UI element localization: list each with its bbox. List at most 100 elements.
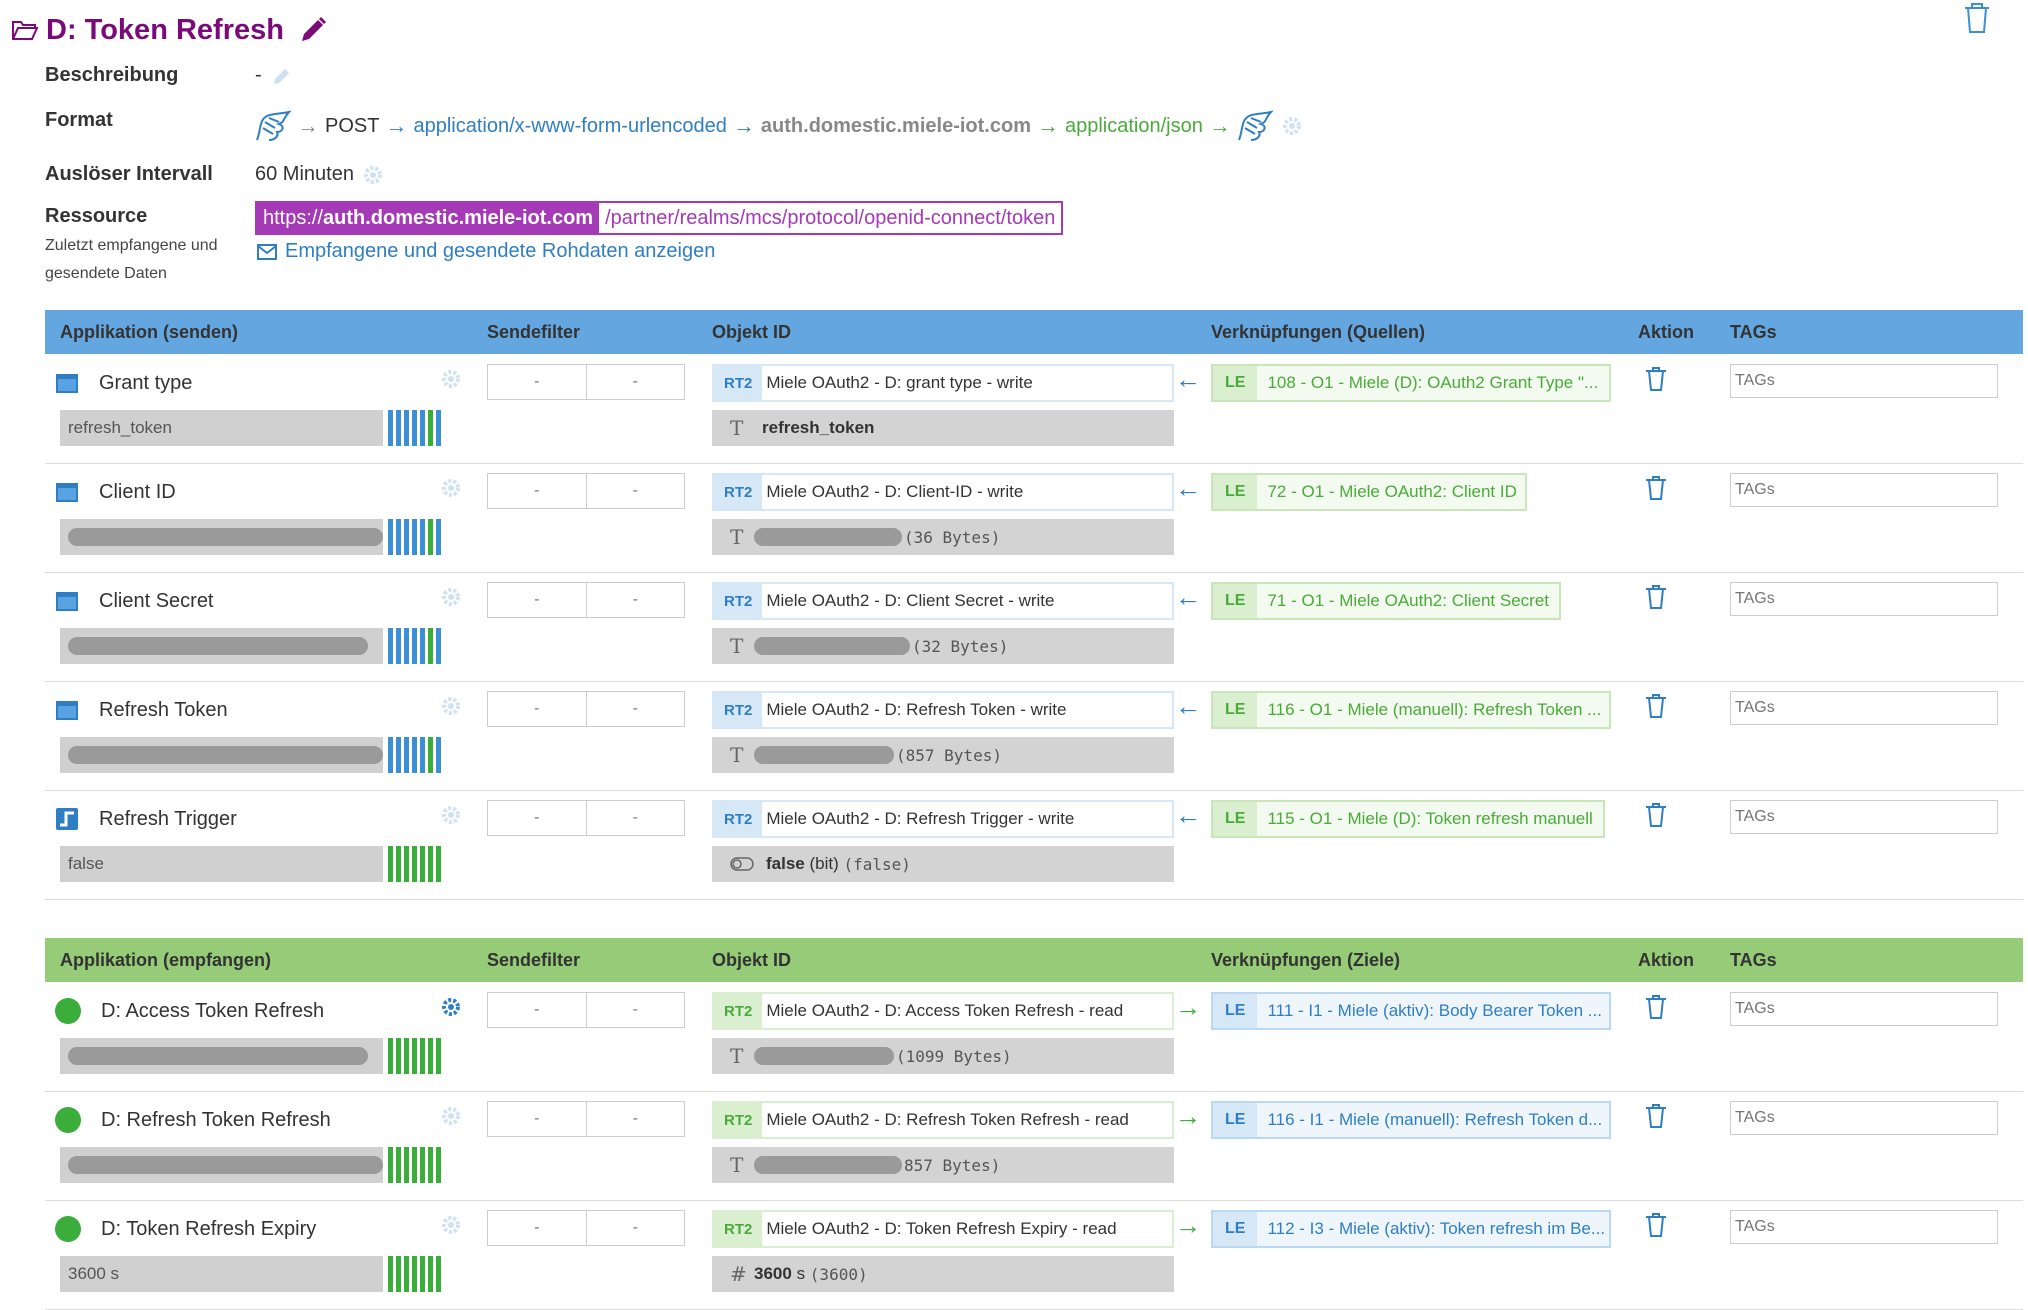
settings-gear[interactable] bbox=[440, 1214, 462, 1241]
app-name[interactable]: Client ID bbox=[45, 477, 355, 507]
app-value[interactable]: false bbox=[60, 846, 383, 882]
edit-pencil-icon[interactable] bbox=[298, 15, 328, 45]
gear-icon[interactable] bbox=[362, 164, 384, 186]
send-filter-to[interactable]: - bbox=[632, 809, 638, 826]
app-value[interactable] bbox=[60, 628, 383, 664]
send-filter-from[interactable]: - bbox=[488, 365, 587, 399]
link-chip[interactable]: LE 71 - O1 - Miele OAuth2: Client Secret bbox=[1211, 582, 1561, 620]
tags-input[interactable] bbox=[1730, 1210, 1998, 1244]
send-filter-to[interactable]: - bbox=[632, 700, 638, 717]
app-name[interactable]: Grant type bbox=[45, 368, 355, 398]
object-id-field[interactable]: RT2 Miele OAuth2 - D: Token Refresh Expir… bbox=[712, 1210, 1174, 1248]
link-chip[interactable]: LE 116 - I1 - Miele (manuell): Refresh To… bbox=[1211, 1101, 1611, 1139]
send-filter-from[interactable]: - bbox=[488, 1102, 587, 1136]
settings-gear[interactable] bbox=[440, 996, 462, 1023]
send-filter-to[interactable]: - bbox=[632, 591, 638, 608]
send-filter-from[interactable]: - bbox=[488, 1211, 587, 1245]
send-filter-to[interactable]: - bbox=[632, 1219, 638, 1236]
link-chip[interactable]: LE 108 - O1 - Miele (D): OAuth2 Grant Typ… bbox=[1211, 364, 1611, 402]
resource-url[interactable]: https://auth.domestic.miele-iot.com /par… bbox=[255, 201, 1064, 235]
tags-input[interactable] bbox=[1730, 473, 1998, 507]
settings-gear[interactable] bbox=[440, 586, 462, 613]
settings-gear[interactable] bbox=[440, 368, 462, 395]
link-chip[interactable]: LE 115 - O1 - Miele (D): Token refresh ma… bbox=[1211, 800, 1605, 838]
delete-icon[interactable] bbox=[1645, 475, 1667, 501]
send-filter[interactable]: -- bbox=[487, 992, 685, 1028]
send-filter[interactable]: -- bbox=[487, 1101, 685, 1137]
object-id-field[interactable]: RT2 Miele OAuth2 - D: Refresh Trigger - w… bbox=[712, 800, 1174, 838]
send-filter[interactable]: -- bbox=[487, 691, 685, 727]
rawdata-link[interactable]: Empfangene und gesendete Rohdaten anzeig… bbox=[257, 240, 715, 263]
tags-input[interactable] bbox=[1730, 582, 1998, 616]
ressource-label: Ressource bbox=[45, 205, 148, 227]
delete-icon[interactable] bbox=[1645, 1103, 1667, 1129]
gear-icon[interactable] bbox=[440, 1105, 462, 1127]
delete-icon[interactable] bbox=[1645, 802, 1667, 828]
send-filter-to[interactable]: - bbox=[632, 1110, 638, 1127]
tags-input[interactable] bbox=[1730, 1101, 1998, 1135]
send-filter-from[interactable]: - bbox=[488, 474, 587, 508]
link-chip[interactable]: LE 111 - I1 - Miele (aktiv): Body Bearer … bbox=[1211, 992, 1611, 1030]
object-id-field[interactable]: RT2 Miele OAuth2 - D: Refresh Token - wri… bbox=[712, 691, 1174, 729]
app-value[interactable]: refresh_token bbox=[60, 410, 383, 446]
link-chip[interactable]: LE 112 - I3 - Miele (aktiv): Token refres… bbox=[1211, 1210, 1611, 1248]
app-value[interactable] bbox=[60, 519, 383, 555]
delete-icon[interactable] bbox=[1645, 1212, 1667, 1238]
gear-icon[interactable] bbox=[1281, 115, 1303, 137]
send-filter-from[interactable]: - bbox=[488, 692, 587, 726]
send-filter[interactable]: -- bbox=[487, 1210, 685, 1246]
object-id-field[interactable]: RT2 Miele OAuth2 - D: grant type - write bbox=[712, 364, 1174, 402]
gear-icon[interactable] bbox=[440, 586, 462, 608]
edit-pencil-icon[interactable] bbox=[272, 66, 292, 86]
object-id-field[interactable]: RT2 Miele OAuth2 - D: Client Secret - wri… bbox=[712, 582, 1174, 620]
app-name[interactable]: D: Refresh Token Refresh bbox=[45, 1105, 355, 1135]
send-filter-to[interactable]: - bbox=[632, 373, 638, 390]
object-name: Miele OAuth2 - D: grant type - write bbox=[766, 373, 1033, 392]
send-filter[interactable]: -- bbox=[487, 364, 685, 400]
format-chain: → POST → application/x-www-form-urlencod… bbox=[255, 110, 1303, 142]
tags-input[interactable] bbox=[1730, 691, 1998, 725]
send-filter-to[interactable]: - bbox=[632, 1001, 638, 1018]
gear-icon[interactable] bbox=[440, 695, 462, 717]
tags-input[interactable] bbox=[1730, 992, 1998, 1026]
app-name[interactable]: D: Access Token Refresh bbox=[45, 996, 355, 1026]
delete-icon[interactable] bbox=[1645, 693, 1667, 719]
tags-input[interactable] bbox=[1730, 364, 1998, 398]
delete-icon[interactable] bbox=[1645, 584, 1667, 610]
app-value[interactable] bbox=[60, 1147, 383, 1183]
gear-icon[interactable] bbox=[440, 368, 462, 390]
app-value[interactable] bbox=[60, 737, 383, 773]
object-id-field[interactable]: RT2 Miele OAuth2 - D: Refresh Token Refre… bbox=[712, 1101, 1174, 1139]
send-filter[interactable]: -- bbox=[487, 800, 685, 836]
link-chip[interactable]: LE 72 - O1 - Miele OAuth2: Client ID bbox=[1211, 473, 1527, 511]
send-filter-to[interactable]: - bbox=[632, 482, 638, 499]
object-id-field[interactable]: RT2 Miele OAuth2 - D: Client-ID - write bbox=[712, 473, 1174, 511]
app-name[interactable]: D: Token Refresh Expiry bbox=[45, 1214, 355, 1244]
app-value[interactable] bbox=[60, 1038, 383, 1074]
send-filter-from[interactable]: - bbox=[488, 993, 587, 1027]
gear-icon[interactable] bbox=[440, 996, 462, 1018]
send-filter[interactable]: -- bbox=[487, 582, 685, 618]
send-filter-from[interactable]: - bbox=[488, 801, 587, 835]
gear-icon[interactable] bbox=[440, 477, 462, 499]
settings-gear[interactable] bbox=[440, 804, 462, 831]
app-name[interactable]: Client Secret bbox=[45, 586, 355, 616]
app-name[interactable]: Refresh Trigger bbox=[45, 804, 355, 834]
gear-icon[interactable] bbox=[440, 1214, 462, 1236]
settings-gear[interactable] bbox=[440, 1105, 462, 1132]
delete-icon[interactable] bbox=[1962, 2, 1992, 34]
send-filter[interactable]: -- bbox=[487, 473, 685, 509]
redacted-value bbox=[754, 1047, 894, 1065]
format-label: Format bbox=[45, 109, 113, 131]
settings-gear[interactable] bbox=[440, 477, 462, 504]
delete-icon[interactable] bbox=[1645, 366, 1667, 392]
tags-input[interactable] bbox=[1730, 800, 1998, 834]
app-value[interactable]: 3600 s bbox=[60, 1256, 383, 1292]
delete-icon[interactable] bbox=[1645, 994, 1667, 1020]
settings-gear[interactable] bbox=[440, 695, 462, 722]
gear-icon[interactable] bbox=[440, 804, 462, 826]
link-chip[interactable]: LE 116 - O1 - Miele (manuell): Refresh To… bbox=[1211, 691, 1611, 729]
send-filter-from[interactable]: - bbox=[488, 583, 587, 617]
object-id-field[interactable]: RT2 Miele OAuth2 - D: Access Token Refres… bbox=[712, 992, 1174, 1030]
app-name[interactable]: Refresh Token bbox=[45, 695, 355, 725]
